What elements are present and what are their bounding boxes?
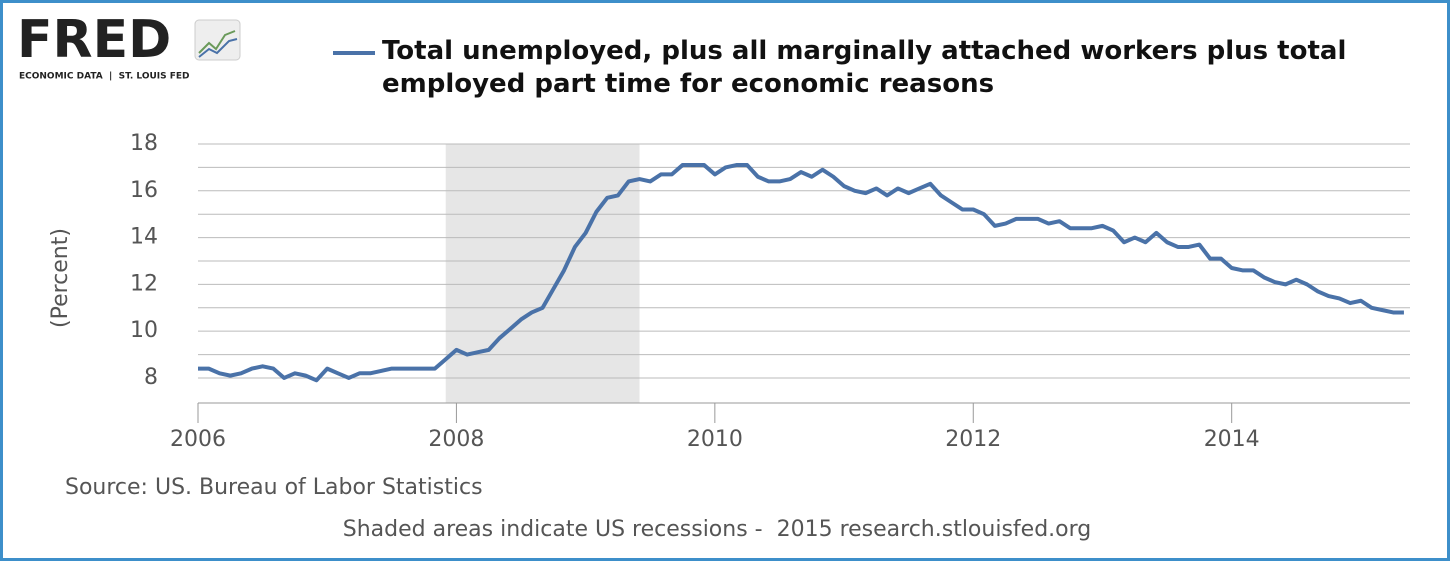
y-axis-label: (Percent) [48,228,73,328]
plot: 8 10 12 14 16 18 2006 2008 2010 2012 2014 [130,131,1410,452]
x-tick-label: 2008 [428,427,484,452]
x-tick-label: 2014 [1204,427,1260,452]
recession [445,144,640,403]
chart: FRED ECONOMIC DATA | ST. LOUIS FED Total… [17,10,1410,542]
logo-name: FRED [17,10,171,70]
y-tick-label: 14 [130,225,158,250]
x-tick-label: 2010 [687,427,743,452]
y-tick-label: 8 [144,365,158,390]
logo-icon-line [198,38,238,58]
x-tick-label: 2012 [945,427,1001,452]
source: Source: US. Bureau of Labor Statistics [65,475,483,500]
x-tick-label: 2006 [170,427,226,452]
y-tick-label: 10 [130,318,158,343]
y-tick-label: 18 [130,131,158,156]
note: Shaded areas indicate US recessions - 20… [343,517,1091,542]
logo-tagline: ECONOMIC DATA | ST. LOUIS FED [19,72,190,82]
logo-icon-line [198,30,236,54]
logo: FRED ECONOMIC DATA | ST. LOUIS FED [17,10,241,82]
y-tick-label: 16 [130,178,158,203]
legend: Total unemployed, plus all marginally at… [382,36,1347,99]
y-tick-label: 12 [130,271,158,296]
series-line [198,163,1404,383]
legend-label: Total unemployed, plus all marginally at… [382,36,1347,99]
